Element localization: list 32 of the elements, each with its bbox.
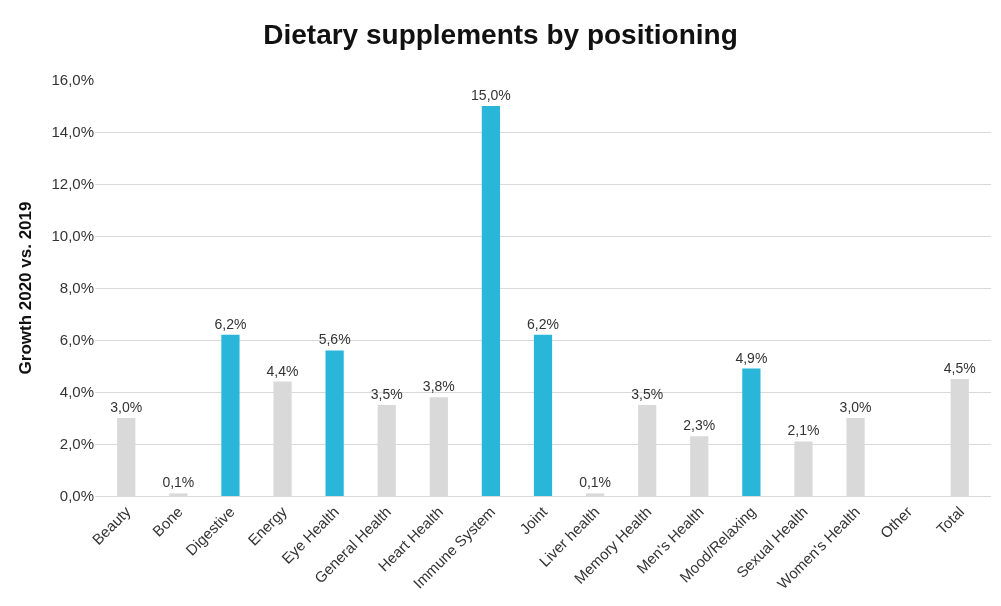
data-label: 4,4% bbox=[266, 362, 299, 379]
data-label: 0,1% bbox=[162, 474, 195, 491]
data-label: 3,0% bbox=[839, 399, 872, 415]
y-tick-label: 16,0% bbox=[51, 71, 94, 89]
bar bbox=[481, 106, 501, 496]
y-tick-label: 0,0% bbox=[59, 487, 94, 505]
data-label: 4,5% bbox=[943, 360, 976, 376]
bar bbox=[221, 334, 240, 496]
y-tick-label: 14,0% bbox=[51, 123, 94, 141]
data-label: 6,2% bbox=[527, 315, 559, 332]
chart-title: Dietary supplements by positioning bbox=[263, 18, 738, 50]
y-tick-label: 6,0% bbox=[59, 331, 94, 349]
data-label: 3,5% bbox=[370, 386, 403, 402]
y-tick-label: 12,0% bbox=[51, 175, 94, 193]
bar bbox=[533, 334, 553, 496]
data-label: 5,6% bbox=[318, 331, 351, 348]
y-tick-label: 2,0% bbox=[59, 435, 94, 453]
bar bbox=[742, 368, 761, 496]
y-tick-label: 8,0% bbox=[59, 279, 94, 297]
y-tick-label: 4,0% bbox=[59, 383, 94, 401]
data-label: 3,0% bbox=[110, 399, 143, 415]
data-label: 4,9% bbox=[735, 349, 768, 366]
data-label: 2,3% bbox=[683, 417, 716, 434]
data-label: 0,1% bbox=[579, 474, 612, 491]
data-label: 3,5% bbox=[631, 386, 664, 402]
y-tick-label: 10,0% bbox=[51, 227, 94, 245]
y-axis-title: Growth 2020 vs. 2019 bbox=[16, 201, 35, 375]
data-label: 6,2% bbox=[214, 315, 247, 332]
bar bbox=[325, 350, 344, 496]
data-label: 3,8% bbox=[422, 378, 455, 395]
data-label: 2,1% bbox=[787, 422, 820, 439]
data-label: 15,0% bbox=[471, 87, 511, 103]
